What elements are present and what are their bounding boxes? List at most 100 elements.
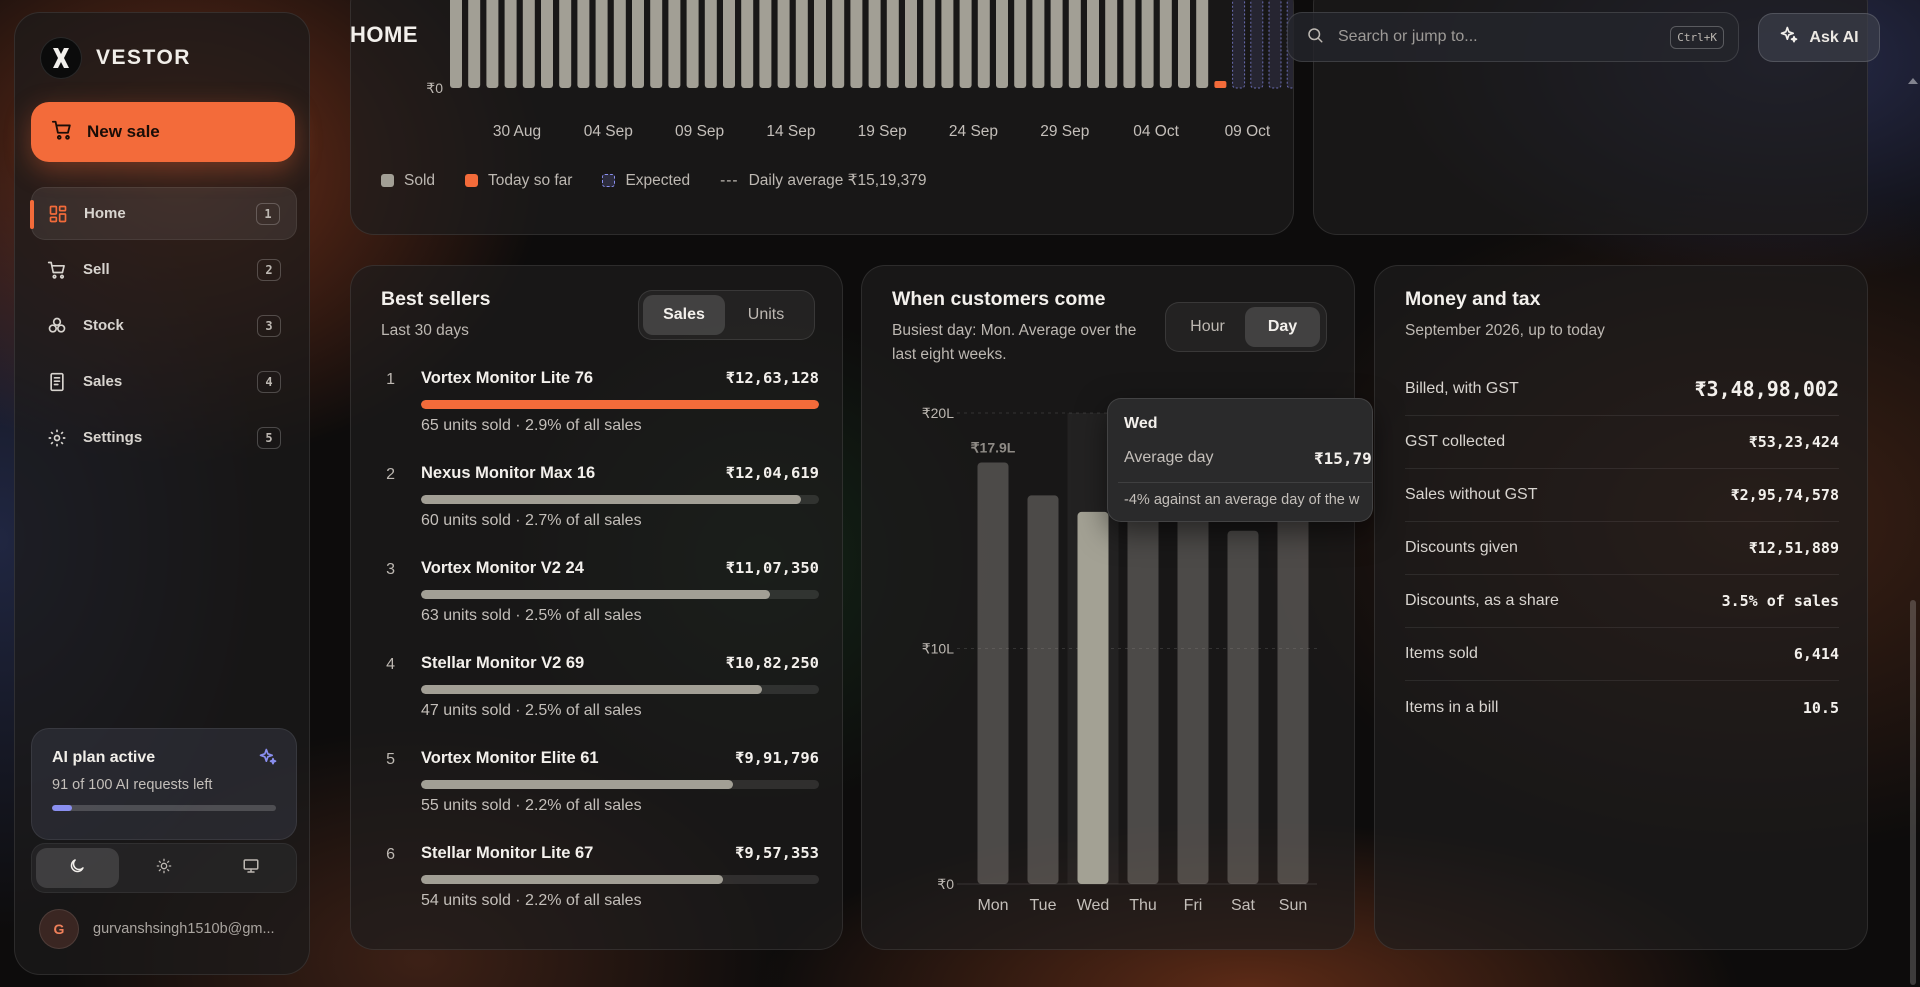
- tooltip-note: -4% against an average day of the w: [1124, 492, 1360, 508]
- legend-label: Expected: [625, 171, 691, 189]
- sidebar-item-sales[interactable]: Sales 4: [31, 355, 297, 408]
- sold-bar: [1178, 0, 1190, 88]
- sidebar-item-settings[interactable]: Settings 5: [31, 411, 297, 464]
- row-label: Items in a bill: [1405, 698, 1499, 716]
- list-item[interactable]: 1 Vortex Monitor Lite 76 ₹12,63,128 65 u…: [379, 369, 819, 464]
- list-item[interactable]: 4 Stellar Monitor V2 69 ₹10,82,250 47 un…: [379, 654, 819, 749]
- list-item[interactable]: 3 Vortex Monitor V2 24 ₹11,07,350 63 uni…: [379, 559, 819, 654]
- tooltip-label: Average day: [1124, 449, 1214, 466]
- product-value: ₹9,91,796: [735, 749, 819, 767]
- sold-bar: [905, 0, 917, 88]
- ai-plan-card[interactable]: AI plan active 91 of 100 AI requests lef…: [31, 728, 297, 840]
- legend-swatch: [602, 174, 616, 187]
- share-bar: [421, 780, 819, 789]
- sun-icon: [156, 858, 172, 879]
- sidebar-item-home[interactable]: Home 1: [30, 187, 297, 240]
- day-bar: [1127, 507, 1159, 884]
- theme-switcher: [31, 843, 297, 893]
- sold-bar: [741, 0, 754, 88]
- share-fill: [421, 495, 801, 504]
- row-value: ₹3,48,98,002: [1694, 377, 1840, 401]
- sidebar-item-label: Sales: [83, 373, 123, 390]
- table-row: Items in a bill 10.5: [1405, 681, 1839, 734]
- y-axis-label: ₹0: [426, 80, 443, 96]
- new-sale-button[interactable]: New sale: [31, 102, 295, 162]
- share-bar: [421, 590, 819, 599]
- user-menu[interactable]: G gurvanshsingh1510b@gm...: [39, 909, 275, 949]
- toggle-day[interactable]: Day: [1245, 307, 1320, 347]
- share-fill: [421, 780, 734, 789]
- sold-bar: [777, 0, 790, 88]
- product-name: Stellar Monitor V2 69: [421, 654, 585, 672]
- expected-bar: [1232, 0, 1246, 89]
- row-label: Discounts, as a share: [1405, 592, 1559, 609]
- x-tick-label: 04 Oct: [1133, 123, 1179, 140]
- tooltip-day: Wed: [1124, 415, 1158, 432]
- logo[interactable]: VESTOR: [40, 37, 191, 79]
- share-bar: [421, 875, 819, 884]
- sold-bar: [996, 0, 1008, 88]
- scrollbar[interactable]: [1910, 600, 1916, 985]
- search-placeholder: Search or jump to...: [1338, 28, 1478, 45]
- theme-system-button[interactable]: [209, 848, 292, 888]
- share-fill: [421, 400, 819, 409]
- row-value: 3.5% of sales: [1721, 592, 1839, 610]
- list-item[interactable]: 5 Vortex Monitor Elite 61 ₹9,91,796 55 u…: [379, 749, 819, 844]
- sold-bar: [832, 0, 845, 88]
- grid-icon: [46, 202, 70, 226]
- theme-light-button[interactable]: [123, 848, 206, 888]
- shortcut-badge: 1: [256, 202, 280, 225]
- share-fill: [421, 590, 771, 599]
- sidebar-item-sell[interactable]: Sell 2: [31, 243, 297, 296]
- new-sale-label: New sale: [87, 122, 160, 141]
- cart-icon: [51, 119, 73, 146]
- expected-bar: [1268, 0, 1282, 89]
- y-tick-label: ₹10L: [922, 641, 954, 657]
- best-sellers-card: Best sellers Last 30 days Sales Units 1 …: [350, 265, 843, 950]
- product-name: Vortex Monitor V2 24: [421, 559, 584, 577]
- table-row: Sales without GST ₹2,95,74,578: [1405, 469, 1839, 522]
- sold-bar: [759, 0, 772, 88]
- sold-bar: [959, 0, 972, 88]
- dashed-line-icon: ---: [720, 171, 739, 189]
- sidebar: VESTOR New sale Home 1 Sell 2 Stock 3 Sa…: [14, 12, 310, 975]
- user-email: gurvanshsingh1510b@gm...: [93, 921, 275, 937]
- day-bar: [977, 462, 1009, 884]
- customers-card: When customers come Busiest day: Mon. Av…: [861, 265, 1355, 950]
- product-name: Stellar Monitor Lite 67: [421, 844, 594, 862]
- scroll-up-arrow[interactable]: [1908, 78, 1918, 84]
- daily-sales-chart: ₹0 30 Aug 04 Sep 09 Sep 14 Sep 19 Sep 24 Sep 29…: [426, 0, 1293, 140]
- legend-label: Sold: [404, 171, 436, 189]
- toggle-units[interactable]: Units: [747, 306, 785, 323]
- table-row: Items sold 6,414: [1405, 628, 1839, 681]
- best-sellers-subtitle: Last 30 days: [381, 322, 469, 339]
- ask-ai-button[interactable]: Ask AI: [1758, 13, 1880, 62]
- weekday-chart: ₹0 ₹10L ₹20L Mon ₹17.9L Tue Wed Thu Fri Sat Sun: [922, 405, 1317, 914]
- toggle-sales[interactable]: Sales: [643, 295, 725, 335]
- avatar: G: [39, 909, 79, 949]
- list-item[interactable]: 2 Nexus Monitor Max 16 ₹12,04,619 60 uni…: [379, 464, 819, 559]
- sold-bar: [1032, 0, 1045, 88]
- sold-bar: [723, 0, 735, 88]
- list-item[interactable]: 6 Stellar Monitor Lite 67 ₹9,57,353 54 u…: [379, 844, 819, 939]
- day-bar: [1027, 495, 1059, 884]
- money-table: Billed, with GST ₹3,48,98,002 GST collect…: [1405, 363, 1839, 734]
- rank: 4: [386, 656, 395, 673]
- theme-dark-button[interactable]: [36, 848, 119, 888]
- toggle-hour[interactable]: Hour: [1190, 318, 1225, 335]
- x-tick-label: Mon: [977, 897, 1008, 914]
- search-input[interactable]: Search or jump to... Ctrl+K: [1287, 12, 1739, 62]
- sidebar-item-stock[interactable]: Stock 3: [31, 299, 297, 352]
- row-value: ₹2,95,74,578: [1730, 486, 1839, 504]
- row-value: ₹12,51,889: [1748, 539, 1839, 557]
- app-name: VESTOR: [96, 46, 191, 69]
- x-tick-label: Sat: [1231, 897, 1256, 914]
- ask-ai-label: Ask AI: [1809, 28, 1859, 46]
- table-row: Billed, with GST ₹3,48,98,002: [1405, 363, 1839, 416]
- x-tick-label: 09 Oct: [1225, 123, 1271, 140]
- logo-icon: [40, 37, 82, 79]
- rank: 6: [386, 846, 395, 863]
- day-bar: [1177, 516, 1209, 884]
- product-value: ₹9,57,353: [735, 844, 819, 862]
- top-value-label: ₹17.9L: [971, 439, 1016, 455]
